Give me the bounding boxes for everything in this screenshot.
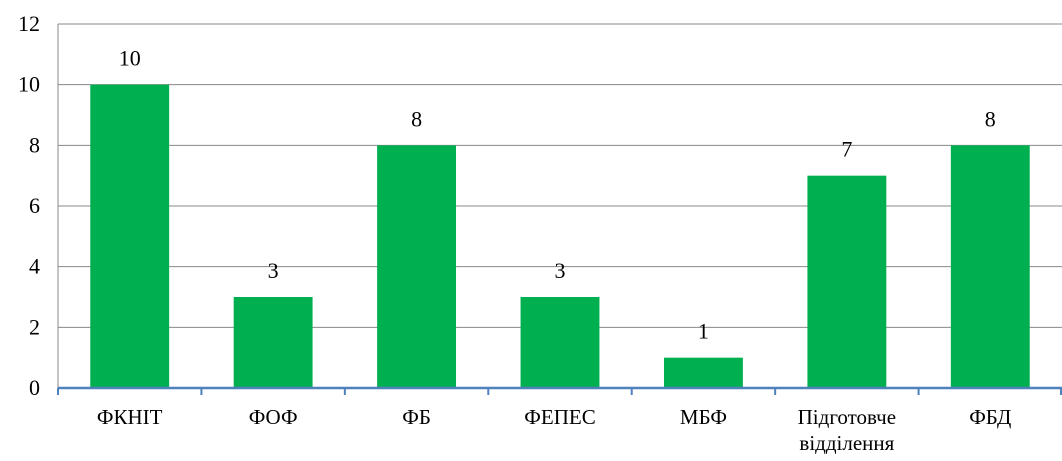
bar (377, 145, 457, 388)
data-label: 3 (555, 258, 566, 283)
labels: 0 2 4 6 8 10 12 10 3 8 3 1 7 8 ФКНІТ ФОФ ФБ ФЕПЕС МБФ Підго… (18, 11, 1011, 455)
bar (807, 175, 887, 388)
bar (90, 84, 170, 389)
y-tick-label: 8 (29, 132, 40, 157)
category-label: ФБ (402, 405, 431, 429)
y-tick-label: 0 (29, 375, 40, 400)
y-tick-label: 4 (29, 254, 40, 279)
bar (663, 357, 743, 388)
bar (520, 297, 600, 388)
category-label: ФОФ (249, 405, 298, 429)
category-label: ФБД (969, 405, 1011, 429)
data-label: 7 (841, 137, 852, 162)
y-tick-label: 10 (18, 72, 40, 97)
data-label: 3 (268, 258, 279, 283)
data-label: 10 (119, 46, 141, 71)
y-tick-label: 12 (18, 11, 40, 36)
category-label: ФЕПЕС (524, 405, 595, 429)
data-label: 8 (411, 106, 422, 131)
y-tick-label: 6 (29, 193, 40, 218)
category-label: Підготовче відділення (798, 405, 896, 455)
y-tick-label: 2 (29, 314, 40, 339)
data-label: 1 (698, 319, 709, 344)
category-label: МБФ (680, 405, 727, 429)
data-label: 8 (985, 106, 996, 131)
category-label: ФКНІТ (97, 405, 163, 429)
bar (233, 297, 313, 388)
bar (950, 145, 1030, 388)
axes (57, 24, 1062, 395)
bars (90, 84, 1030, 389)
gridlines (58, 23, 1062, 328)
